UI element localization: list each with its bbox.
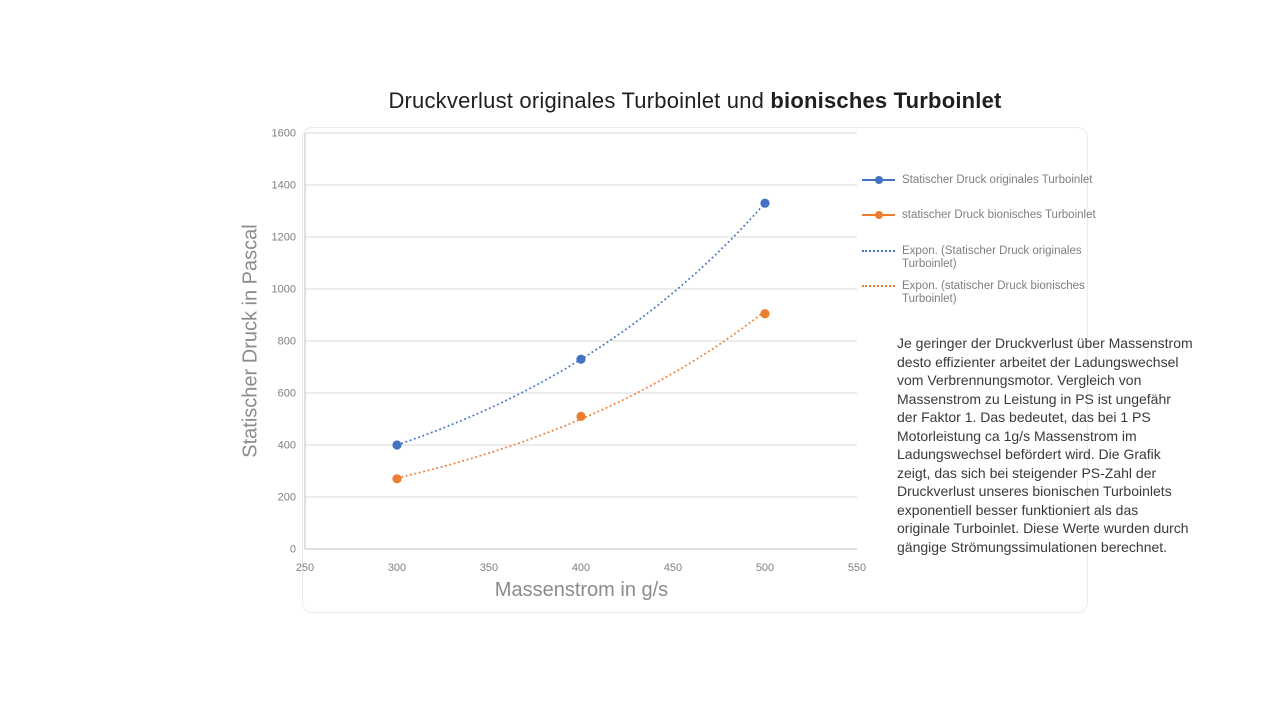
x-tick-label: 400 [572, 562, 590, 574]
x-tick-label: 250 [296, 562, 314, 574]
y-tick-label: 400 [278, 440, 296, 452]
x-tick-label: 550 [848, 562, 866, 574]
y-tick-label: 1000 [272, 284, 296, 296]
legend-line-dot-marker [862, 209, 895, 222]
legend-line-dot-marker [862, 174, 895, 187]
chart-title: Druckverlust originales Turboinlet und b… [240, 88, 1150, 114]
gridlines [305, 132, 857, 498]
chart-title-regular: Druckverlust originales Turboinlet und [388, 88, 771, 113]
series-markers [392, 198, 770, 450]
x-tick-label: 500 [756, 562, 774, 574]
data-point [576, 354, 586, 364]
trendline [396, 310, 766, 479]
y-tick-label: 200 [278, 492, 296, 504]
x-axis-title: Massenstrom in g/s [494, 579, 669, 601]
y-axis-title: Statischer Druck in Pascal [239, 224, 262, 458]
x-tick-label: 450 [664, 562, 682, 574]
legend-label: Expon. (statischer Druck bionisches Turb… [902, 280, 1085, 305]
x-tick-labels: 250 300 350 400 450 500 550 [296, 562, 866, 574]
legend-label: Statischer Druck originales Turboinlet [902, 174, 1093, 186]
y-tick-labels: 0 200 400 600 800 1000 1200 1400 1600 [272, 128, 296, 556]
legend-label: statischer Druck bionisches Turboinlet [902, 209, 1096, 221]
legend-entry: Statischer Druck originales Turboinlet [862, 174, 1132, 187]
chart-frame [302, 127, 1088, 613]
trendline [396, 202, 766, 446]
y-tick-label: 800 [278, 336, 296, 348]
y-tick-label: 1600 [272, 128, 296, 140]
legend-entry: Expon. (Statischer Druck originales Turb… [862, 245, 1132, 271]
y-tick-label: 1400 [272, 180, 296, 192]
legend-dotted-line-marker [862, 280, 895, 293]
series-markers [392, 309, 770, 484]
legend-entry: Expon. (statischer Druck bionisches Turb… [862, 280, 1132, 306]
y-tick-label: 1200 [272, 232, 296, 244]
chart-title-bold: bionisches Turboinlet [770, 88, 1002, 113]
legend-entry: statischer Druck bionisches Turboinlet [862, 209, 1132, 222]
y-tick-label: 600 [278, 388, 296, 400]
y-tick-label: 0 [290, 544, 296, 556]
legend-dotted-line-marker [862, 245, 895, 258]
data-point [392, 440, 402, 450]
chart-plot-area: 0 200 400 600 800 1000 1200 1400 1600 250 300 350 40… [272, 128, 867, 575]
data-point [760, 309, 770, 319]
data-point [576, 411, 586, 421]
chart-legend: Statischer Druck originales Turboinlet st… [862, 174, 1132, 306]
data-point [760, 198, 770, 208]
legend-label: Expon. (Statischer Druck originales Turb… [902, 245, 1082, 270]
data-point [392, 474, 402, 484]
description-text: Je geringer der Druckverlust über Massen… [897, 335, 1193, 555]
x-tick-label: 300 [388, 562, 406, 574]
x-tick-label: 350 [480, 562, 498, 574]
axis-lines [304, 133, 857, 550]
